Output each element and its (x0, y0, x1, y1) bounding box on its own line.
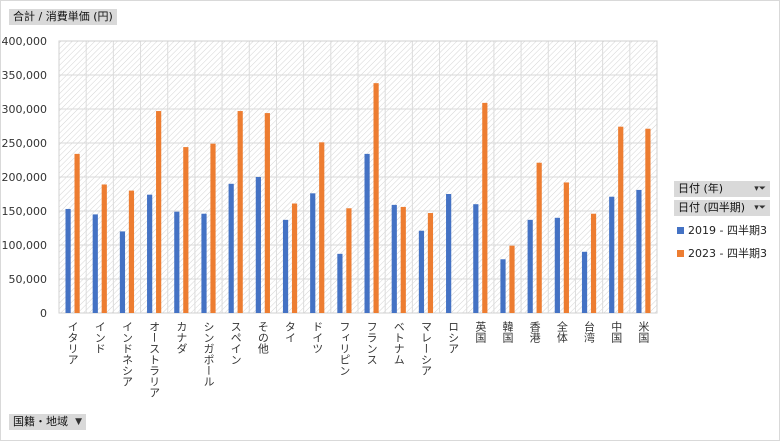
bar-2019[interactable] (337, 254, 342, 313)
y-tick-label: 50,000 (9, 273, 48, 286)
x-tick-label: タイ (284, 321, 297, 343)
bar-2019[interactable] (473, 204, 478, 313)
y-tick-label: 150,000 (2, 205, 48, 218)
x-tick-label: オーストラリア (148, 321, 161, 398)
x-tick-label: ドイツ (311, 321, 324, 354)
bar-2019[interactable] (147, 195, 152, 313)
bar-2019[interactable] (636, 190, 641, 313)
bar-2023[interactable] (238, 111, 243, 313)
bar-2023[interactable] (346, 208, 351, 313)
quarter-filter-label: 日付 (四半期) (678, 201, 745, 214)
y-tick-label: 0 (40, 307, 47, 320)
bar-2019[interactable] (174, 212, 179, 313)
quarter-filter-button[interactable]: 日付 (四半期) ▾⏷ (674, 200, 770, 216)
bar-2023[interactable] (591, 214, 596, 313)
filter-dropdown-icon[interactable]: ▾⏷ (754, 200, 766, 216)
bar-2019[interactable] (419, 231, 424, 313)
measure-field-label: 合計 / 消費単価 (円) (13, 10, 113, 23)
bar-2023[interactable] (401, 207, 406, 313)
bar-2019[interactable] (120, 231, 125, 313)
y-tick-label: 250,000 (2, 137, 48, 150)
bar-2023[interactable] (319, 142, 324, 313)
bar-2019[interactable] (446, 194, 451, 313)
x-tick-label: 米国 (637, 321, 650, 344)
bar-2023[interactable] (373, 83, 378, 313)
bar-2023[interactable] (564, 182, 569, 313)
bar-2023[interactable] (618, 127, 623, 313)
bar-2019[interactable] (93, 214, 98, 313)
chevron-down-icon[interactable]: ▼ (75, 414, 82, 430)
x-tick-label: フランス (365, 321, 378, 365)
bar-2023[interactable] (102, 184, 107, 313)
bar-2023[interactable] (645, 129, 650, 313)
bar-2019[interactable] (364, 154, 369, 313)
bar-2019[interactable] (392, 205, 397, 313)
x-tick-label: その他 (256, 321, 269, 354)
x-tick-label: インド (93, 321, 106, 354)
bar-2023[interactable] (129, 191, 134, 313)
legend-swatch (677, 250, 684, 257)
x-tick-label: 英国 (474, 320, 487, 344)
bar-2019[interactable] (609, 197, 614, 313)
x-tick-label: マレーシア (419, 321, 432, 376)
x-tick-label: カナダ (175, 321, 188, 354)
x-tick-label: 香港 (528, 321, 541, 343)
y-tick-label: 100,000 (2, 239, 48, 252)
bar-2023[interactable] (74, 154, 79, 313)
x-tick-label: インドネシア (120, 321, 133, 387)
x-tick-label: 台湾 (583, 320, 596, 344)
filter-dropdown-icon[interactable]: ▾⏷ (754, 181, 766, 197)
y-tick-label: 200,000 (2, 171, 48, 184)
axis-field-label: 国籍・地域 (13, 415, 68, 428)
bar-2019[interactable] (65, 209, 70, 313)
bar-2019[interactable] (310, 193, 315, 313)
x-axis-ticks: イタリア インド インドネシア オーストラリア カナダ シンガポール スペイン その他 タイ ドイ… (66, 320, 650, 398)
bar-2023[interactable] (482, 103, 487, 313)
bar-2019[interactable] (528, 220, 533, 313)
bar-2023[interactable] (210, 144, 215, 313)
legend-label: 2019 - 四半期3 (688, 224, 767, 237)
year-filter-label: 日付 (年) (678, 182, 723, 195)
x-tick-label: ベトナム (392, 321, 405, 365)
bar-2019[interactable] (555, 218, 560, 313)
legend-entry-2019: 2019 - 四半期3 (677, 222, 767, 238)
bar-2023[interactable] (428, 213, 433, 313)
legend-entry-2023: 2023 - 四半期3 (677, 245, 767, 261)
x-tick-label: 韓国 (501, 321, 514, 344)
bar-2023[interactable] (292, 204, 297, 313)
x-tick-label: スペイン (229, 321, 242, 365)
legend-label: 2023 - 四半期3 (688, 247, 767, 260)
measure-field-button[interactable]: 合計 / 消費単価 (円) (9, 9, 117, 25)
x-tick-label: シンガポール (202, 321, 215, 387)
legend-swatch (677, 227, 684, 234)
year-filter-button[interactable]: 日付 (年) ▾⏷ (674, 181, 770, 197)
y-tick-label: 400,000 (2, 35, 48, 48)
bar-2019[interactable] (500, 259, 505, 313)
bar-2019[interactable] (283, 220, 288, 313)
bar-2019[interactable] (256, 177, 261, 313)
y-tick-label: 300,000 (2, 103, 48, 116)
x-tick-label: ロシア (447, 321, 460, 354)
x-tick-label: 中国 (610, 321, 623, 344)
y-axis-ticks: 0 50,000 100,000 150,000 200,000 250,000 300,0… (2, 35, 48, 320)
bar-2019[interactable] (582, 252, 587, 313)
bar-2023[interactable] (265, 113, 270, 313)
x-tick-label: イタリア (66, 321, 79, 365)
x-tick-label: フィリピン (338, 321, 351, 376)
bar-2019[interactable] (201, 214, 206, 313)
axis-field-button[interactable]: 国籍・地域 ▼ (9, 414, 86, 430)
y-tick-label: 350,000 (2, 69, 48, 82)
bar-2023[interactable] (509, 246, 514, 313)
bar-2023[interactable] (156, 111, 161, 313)
bar-2023[interactable] (537, 163, 542, 313)
bar-2019[interactable] (229, 184, 234, 313)
bar-2023[interactable] (183, 147, 188, 313)
x-tick-label: 全体 (555, 320, 568, 343)
